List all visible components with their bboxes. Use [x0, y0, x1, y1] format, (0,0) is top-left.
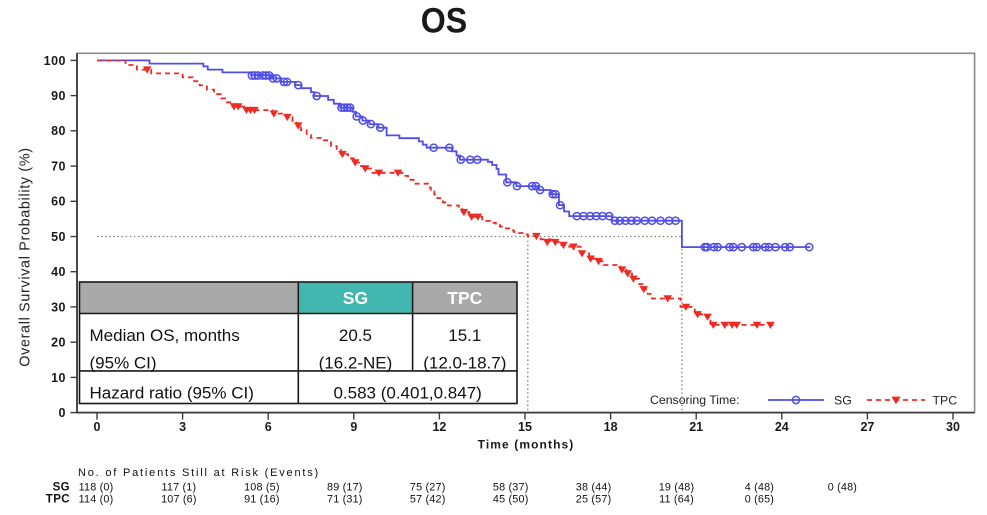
svg-text:12: 12 [432, 420, 446, 434]
svg-text:0: 0 [94, 420, 101, 434]
svg-text:15: 15 [518, 420, 532, 434]
svg-text:114 (0): 114 (0) [79, 493, 114, 505]
svg-text:TPC: TPC [447, 288, 482, 308]
svg-text:90: 90 [51, 89, 66, 103]
svg-text:91 (16): 91 (16) [244, 493, 280, 505]
svg-text:SG: SG [834, 394, 852, 408]
svg-text:19 (48): 19 (48) [659, 482, 695, 494]
svg-text:24: 24 [775, 420, 789, 434]
svg-text:SG: SG [343, 288, 368, 308]
svg-text:SG: SG [53, 482, 70, 494]
svg-text:(16.2-NE): (16.2-NE) [319, 353, 393, 372]
svg-text:TPC: TPC [933, 394, 958, 408]
svg-text:6: 6 [265, 420, 272, 434]
svg-text:27: 27 [860, 420, 874, 434]
svg-text:38 (44): 38 (44) [576, 482, 612, 494]
svg-text:(95% CI): (95% CI) [90, 353, 157, 372]
svg-text:30: 30 [51, 300, 66, 314]
svg-text:TPC: TPC [46, 493, 70, 505]
svg-text:3: 3 [179, 420, 186, 434]
svg-text:108 (5): 108 (5) [244, 482, 280, 494]
svg-text:45 (50): 45 (50) [493, 493, 529, 505]
svg-text:20.5: 20.5 [339, 326, 372, 345]
svg-text:71 (31): 71 (31) [327, 493, 363, 505]
svg-text:15.1: 15.1 [448, 326, 481, 345]
svg-text:0 (48): 0 (48) [828, 482, 857, 494]
svg-text:Hazard ratio (95% CI): Hazard ratio (95% CI) [90, 383, 254, 402]
svg-text:No. of Patients Still at Risk: No. of Patients Still at Risk (Events) [78, 467, 320, 479]
svg-text:10: 10 [51, 371, 66, 385]
svg-text:40: 40 [51, 265, 66, 279]
svg-text:4 (48): 4 (48) [745, 482, 774, 494]
svg-text:Overall Survival Probability (: Overall Survival Probability (%) [17, 147, 33, 366]
svg-text:107 (6): 107 (6) [161, 493, 197, 505]
svg-text:89 (17): 89 (17) [327, 482, 363, 494]
svg-text:60: 60 [51, 195, 66, 209]
svg-text:OS: OS [421, 2, 468, 41]
svg-text:70: 70 [51, 160, 66, 174]
svg-text:20: 20 [51, 336, 66, 350]
svg-text:9: 9 [350, 420, 357, 434]
svg-text:25 (57): 25 (57) [576, 493, 612, 505]
svg-text:0.583 (0.401,0.847): 0.583 (0.401,0.847) [333, 383, 481, 402]
svg-text:Median OS, months: Median OS, months [90, 326, 240, 345]
svg-text:100: 100 [44, 54, 66, 68]
svg-text:18: 18 [604, 420, 618, 434]
svg-text:57 (42): 57 (42) [410, 493, 446, 505]
svg-text:58 (37): 58 (37) [493, 482, 529, 494]
svg-text:117 (1): 117 (1) [161, 482, 196, 494]
svg-text:21: 21 [689, 420, 703, 434]
svg-text:Time (months): Time (months) [478, 438, 575, 452]
svg-text:75 (27): 75 (27) [410, 482, 446, 494]
svg-text:50: 50 [51, 230, 66, 244]
svg-text:80: 80 [51, 124, 66, 138]
svg-text:Censoring Time:: Censoring Time: [650, 393, 740, 407]
svg-text:0: 0 [59, 406, 66, 420]
svg-text:30: 30 [946, 420, 960, 434]
svg-text:0 (65): 0 (65) [745, 493, 774, 505]
svg-text:(12.0-18.7): (12.0-18.7) [423, 353, 506, 372]
svg-text:118 (0): 118 (0) [79, 482, 114, 494]
svg-text:11 (64): 11 (64) [659, 493, 694, 505]
